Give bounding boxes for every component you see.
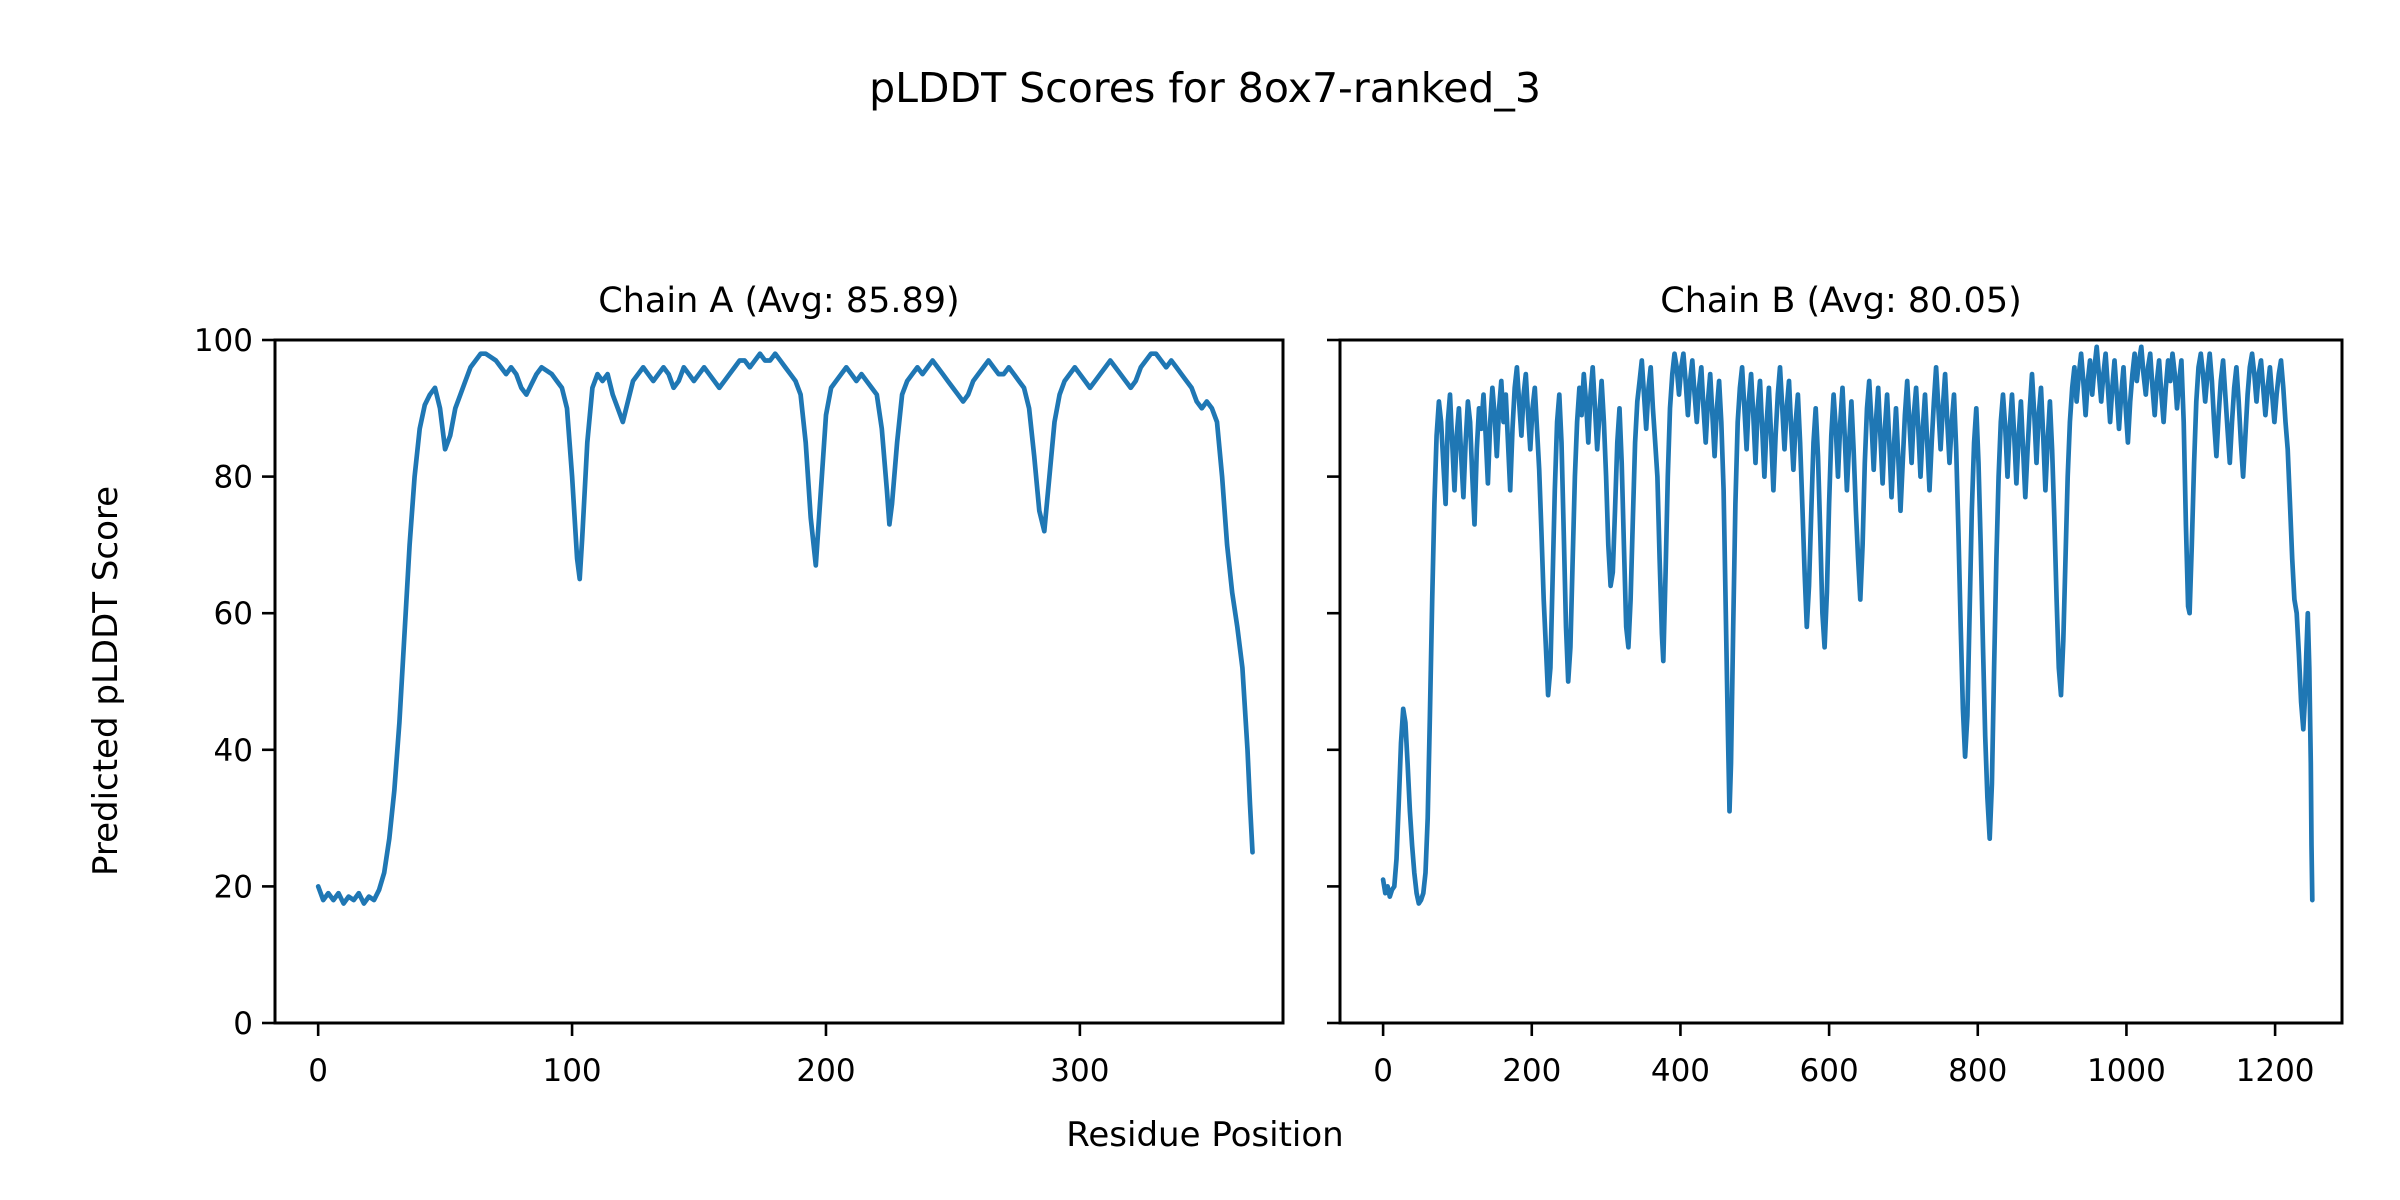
subplot-title-chain-b: Chain B (Avg: 80.05) (1660, 281, 2022, 321)
chain-b-x-tick-label: 600 (1800, 1053, 1859, 1089)
subplot-title-chain-a: Chain A (Avg: 85.89) (598, 281, 960, 321)
chain-a-y-tick-label: 100 (194, 323, 253, 359)
plddt-line-chain-b (1380, 344, 2315, 906)
chain-b-x-tick-label: 200 (1502, 1053, 1561, 1089)
chain-b-axes-spine (1338, 338, 2344, 1025)
chain-a-y-tick-label: 60 (214, 596, 253, 632)
chain-b-x-tick-label: 1200 (2236, 1053, 2315, 1089)
chain-b-x-tick-label: 1000 (2087, 1053, 2166, 1089)
chain-a-axes-spine (273, 338, 1285, 1025)
chain-b-x-tick-label: 0 (1373, 1053, 1393, 1089)
x-axis-label: Residue Position (1066, 1115, 1344, 1155)
chain-b-x-tick-label: 800 (1948, 1053, 2007, 1089)
figure-title: pLDDT Scores for 8ox7-ranked_3 (869, 64, 1541, 112)
chain-a-x-tick-label: 100 (542, 1053, 601, 1089)
chain-a-x-tick-label: 200 (796, 1053, 855, 1089)
chain-b-x-tick-label: 400 (1651, 1053, 1710, 1089)
chain-a-y-tick-label: 80 (214, 460, 253, 496)
plddt-line-chain-a (315, 351, 1255, 906)
chain-a-x-tick-label: 300 (1050, 1053, 1109, 1089)
chain-a-y-tick-label: 40 (214, 733, 253, 769)
chain-a-x-tick-label: 0 (308, 1053, 328, 1089)
chain-a-y-tick-label: 20 (214, 869, 253, 905)
chain-a-y-tick-label: 0 (233, 1006, 253, 1042)
